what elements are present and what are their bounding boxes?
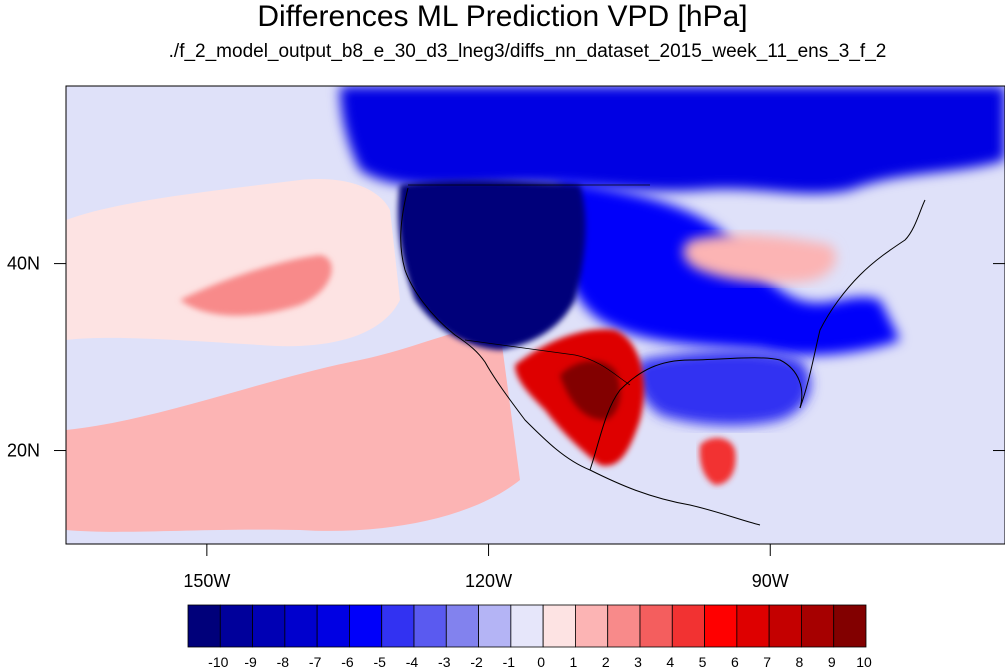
colorbar-swatch [575,604,609,648]
colorbar-label: -7 [309,654,322,670]
lon-tick-label: 120W [465,571,512,591]
region-northern-canada-negative [340,86,1005,194]
colorbar-swatch [316,604,350,648]
us-border [408,184,650,386]
colorbar-label: 4 [666,654,674,670]
colorbar-swatch [284,604,318,648]
colorbar-swatch [381,604,415,648]
map-title: Differences ML Prediction VPD [hPa] [257,0,748,33]
colorbar-label: -8 [277,654,290,670]
colorbar-label: -6 [341,654,354,670]
colorbar-swatch [510,604,544,648]
colorbar-swatch [542,604,576,648]
colorbar-label: 8 [796,654,804,670]
colorbar-swatch [768,604,802,648]
colorbar-swatch [671,604,705,648]
region-subtropical-pacific-positive [66,327,520,532]
colorbar-label: 10 [856,654,872,670]
lon-tick-label: 90W [752,571,789,591]
east-coast [799,199,926,409]
colorbar-label: 1 [570,654,578,670]
region-great-lakes-positive [683,234,836,283]
colorbar-label: 2 [602,654,610,670]
colorbar-label: 3 [634,654,642,670]
colorbar-label: 7 [763,654,771,670]
lat-tick-label: 20N [7,441,40,461]
colorbar-label: 5 [699,654,707,670]
coastline-gulf [589,357,803,471]
latitude-ticks: 40N 20N [7,254,1005,461]
colorbar-swatch [349,604,383,648]
colorbar: -10 -9 -8 -7 -6 -5 -4 -3 -2 -1 0 1 2 3 4 5 6 7 8 9 10 [187,604,872,670]
colorbar-label: -2 [470,654,483,670]
colorbar-swatch [252,604,286,648]
colorbar-swatch [413,604,447,648]
map-field [66,86,1005,544]
map-frame [65,85,1005,545]
colorbar-swatch [639,604,673,648]
coastline-west [400,187,761,526]
colorbar-label: -3 [438,654,451,670]
colorbar-label: -4 [406,654,419,670]
colorbar-swatch [801,604,835,648]
colorbar-swatch [187,604,221,648]
colorbar-swatch [445,604,479,648]
colorbar-swatch [607,604,641,648]
colorbar-label: 0 [537,654,545,670]
region-gulf-of-mexico-negative [636,350,811,426]
region-northeastern-pacific-positive [66,179,400,347]
colorbar-swatch [833,604,867,648]
colorbar-label: 6 [731,654,739,670]
map-subtitle: ./f_2_model_output_b8_e_30_d3_lneg3/diff… [168,41,887,62]
lat-tick-label: 40N [7,254,40,274]
colorbar-label: -9 [244,654,257,670]
region-western-us-strong-negative [398,180,586,350]
colorbar-label: -10 [208,654,228,670]
colorbar-swatch [219,604,253,648]
lon-tick-label: 150W [183,571,230,591]
colorbar-swatch [704,604,738,648]
colorbar-label: -5 [373,654,386,670]
longitude-ticks: 150W 120W 90W [183,544,789,591]
colorbar-swatch [736,604,770,648]
region-northeastern-pacific-stronger [180,255,332,316]
region-mexico-plateau-core [560,360,621,420]
colorbar-label: 9 [828,654,836,670]
region-central-america-positive [699,438,736,485]
colorbar-label: -1 [503,654,516,670]
colorbar-swatch [478,604,512,648]
